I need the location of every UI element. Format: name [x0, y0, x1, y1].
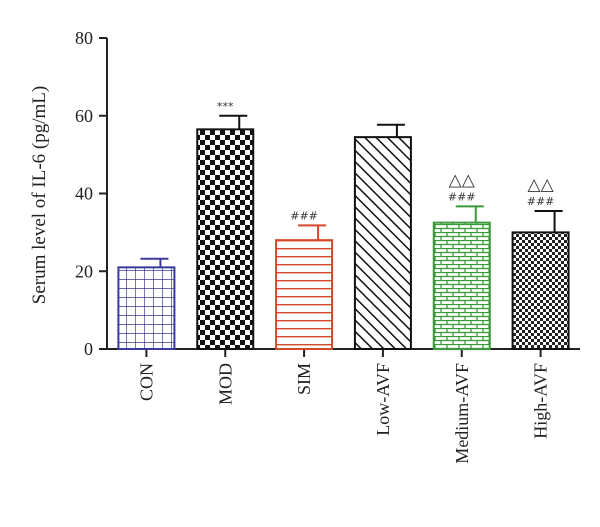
- bar-sim: [275, 239, 334, 350]
- x-tick-label-mod: MOD: [215, 363, 235, 405]
- y-tick-label: 60: [75, 106, 93, 126]
- error-bars: [140, 114, 563, 268]
- significance-label-top: △△: [449, 170, 476, 190]
- x-tick-label-high-avf: High-AVF: [531, 363, 551, 439]
- annotations: ***######△△###△△: [217, 100, 555, 223]
- significance-label: ***: [217, 100, 234, 113]
- x-tick-labels: CON MOD SIM Low-AVF Medium-AVF High-AVF: [136, 363, 550, 464]
- bar-medium-avf: [432, 221, 491, 350]
- bar-mod: [196, 128, 255, 350]
- bars: [117, 128, 570, 350]
- x-tick-label-medium-avf: Medium-AVF: [452, 363, 472, 464]
- significance-label: ###: [290, 209, 318, 222]
- bar-con: [117, 266, 176, 350]
- significance-label: ###: [527, 195, 555, 208]
- y-tick-label: 40: [75, 184, 93, 204]
- y-tick-label: 80: [75, 28, 93, 48]
- y-axis: 0 20 40 60 80: [75, 28, 108, 359]
- y-tick-label: 20: [75, 261, 93, 281]
- x-tick-label-sim: SIM: [294, 363, 314, 395]
- y-axis-label: Serum level of IL-6 (pg/mL): [29, 86, 50, 304]
- significance-label-top: △△: [528, 175, 555, 195]
- x-tick-label-con: CON: [136, 363, 156, 401]
- x-tick-label-low-avf: Low-AVF: [373, 363, 393, 436]
- x-axis: [107, 348, 580, 357]
- significance-label: ###: [448, 190, 476, 203]
- bar-high-avf: [511, 231, 570, 350]
- y-tick-label: 0: [84, 339, 93, 359]
- bar-low-avf: [353, 136, 412, 350]
